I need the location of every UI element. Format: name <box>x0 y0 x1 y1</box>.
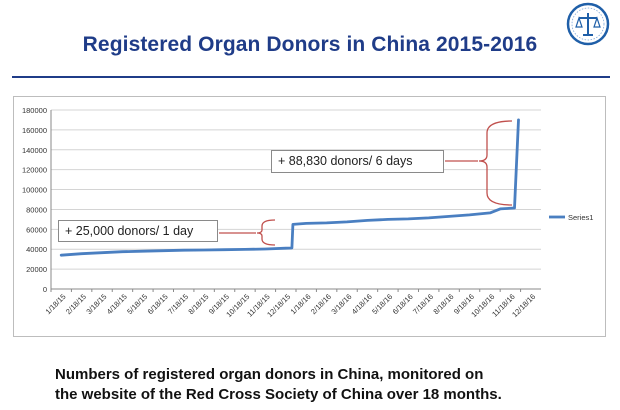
legend-label: Series1 <box>568 213 593 222</box>
x-tick-label: 7/18/15 <box>166 292 190 316</box>
x-tick-label: 6/18/15 <box>146 292 170 316</box>
x-tick-label: 6/18/16 <box>391 292 415 316</box>
x-tick-label: 1/18/16 <box>289 292 313 316</box>
x-tick-label: 8/18/16 <box>431 292 455 316</box>
y-tick-label: 180000 <box>22 106 47 115</box>
x-tick-label: 2/18/15 <box>64 292 88 316</box>
y-tick-label: 20000 <box>26 265 47 274</box>
series-line-series1 <box>59 118 520 257</box>
x-tick-label: 5/18/15 <box>125 292 149 316</box>
x-tick-label: 3/18/15 <box>84 292 108 316</box>
y-tick-label: 60000 <box>26 225 47 234</box>
caption-line-2: the website of the Red Cross Society of … <box>55 386 502 403</box>
x-tick-label: 1/18/15 <box>44 292 68 316</box>
y-tick-label: 120000 <box>22 166 47 175</box>
chart: 0 20000 40000 60000 80000 100000 120000 140000 1… <box>22 106 593 319</box>
y-tick-label: 160000 <box>22 126 47 135</box>
bracket-1 <box>256 219 276 246</box>
y-tick-label: 40000 <box>26 245 47 254</box>
bracket-2 <box>478 120 513 206</box>
y-tick-label: 100000 <box>22 186 47 195</box>
y-tick-label: 140000 <box>22 146 47 155</box>
x-tick-label: 8/18/15 <box>186 292 210 316</box>
slide-caption: Numbers of registered organ donors in Ch… <box>55 365 615 405</box>
y-tick-label: 80000 <box>26 205 47 214</box>
title-underline <box>12 76 610 78</box>
x-tick-label: 5/18/16 <box>370 292 394 316</box>
x-tick-label: 4/18/16 <box>350 292 374 316</box>
x-tick-label: 3/18/16 <box>329 292 353 316</box>
y-tick-label: 0 <box>43 285 47 294</box>
slide-title: Registered Organ Donors in China 2015-20… <box>82 33 538 56</box>
chart-frame: 0 20000 40000 60000 80000 100000 120000 140000 1… <box>13 96 606 337</box>
annotation-25000-donors: + 25,000 donors/ 1 day <box>58 220 218 242</box>
x-tick-label: 7/18/16 <box>411 292 435 316</box>
caption-line-1: Numbers of registered organ donors in Ch… <box>55 366 484 383</box>
x-tick-label: 4/18/15 <box>105 292 129 316</box>
red-cross-society-logo-icon <box>566 2 610 46</box>
x-tick-label: 2/18/16 <box>309 292 333 316</box>
annotation-88830-donors: + 88,830 donors/ 6 days <box>271 150 444 173</box>
